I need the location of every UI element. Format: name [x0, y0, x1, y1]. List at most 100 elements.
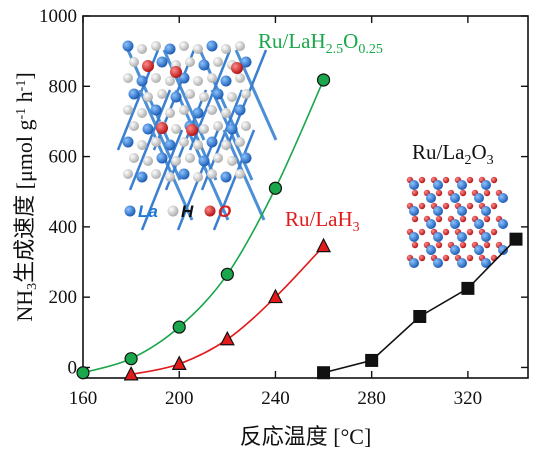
- structure-bond: [162, 49, 206, 141]
- la-atom: [164, 139, 176, 151]
- series-label-part: Ru/LaH: [258, 29, 326, 53]
- la-atom: [433, 258, 443, 268]
- series-label-2: Ru/La2O3: [412, 140, 494, 168]
- h-atom: [235, 137, 245, 147]
- o-atom: [435, 189, 443, 197]
- la-atom: [170, 91, 182, 103]
- data-point-triangle: [267, 288, 283, 304]
- h-atom: [193, 44, 203, 54]
- h-atom: [171, 156, 181, 166]
- h-atom: [179, 41, 189, 51]
- h-atom: [129, 153, 139, 163]
- h-atom: [241, 121, 251, 131]
- legend-marker-o: [204, 205, 216, 217]
- legend-label-h: H: [181, 202, 194, 221]
- o-atom: [142, 60, 154, 72]
- o-atom: [490, 202, 498, 210]
- series-label-part: 3: [487, 153, 494, 168]
- h-atom: [213, 153, 223, 163]
- h-atom: [221, 140, 231, 150]
- o-atom: [411, 241, 419, 249]
- la-atom: [450, 245, 460, 255]
- y-tick-label: 1000: [39, 6, 77, 27]
- x-tick-label: 160: [69, 388, 98, 409]
- o-atom: [435, 215, 443, 223]
- h-atom: [143, 92, 153, 102]
- h-atom: [137, 140, 147, 150]
- series-label-part: O: [343, 29, 358, 53]
- y-axis-title-part: -1: [14, 80, 29, 92]
- o-atom: [418, 202, 426, 210]
- structure-bond: [212, 129, 256, 231]
- y-axis-title-part: ]: [12, 72, 37, 79]
- h-atom: [213, 121, 223, 131]
- h-atom: [221, 108, 231, 118]
- y-tick-label: 600: [49, 147, 78, 168]
- x-tick-label: 240: [261, 388, 290, 409]
- y-axis-title-part: h: [12, 91, 37, 108]
- y-tick-label: 400: [49, 217, 78, 238]
- la-atom: [450, 219, 460, 229]
- x-tick-label: 200: [165, 388, 194, 409]
- la-atom: [206, 40, 218, 52]
- la-atom: [481, 232, 491, 242]
- la-atom: [457, 232, 467, 242]
- h-atom: [199, 124, 209, 134]
- y-tick-label: 800: [49, 76, 78, 97]
- h-atom: [165, 172, 175, 182]
- h-atom: [221, 44, 231, 54]
- o-atom: [490, 176, 498, 184]
- series-line-1: [130, 245, 325, 376]
- series-layer: [76, 73, 523, 381]
- o-atom: [459, 189, 467, 197]
- la-atom: [136, 75, 148, 87]
- h-atom: [179, 105, 189, 115]
- o-atom: [156, 122, 168, 134]
- la-atom: [426, 219, 436, 229]
- la-atom: [234, 104, 246, 116]
- o-atom: [170, 66, 182, 78]
- la-atom: [457, 180, 467, 190]
- la-atom: [122, 136, 134, 148]
- o-atom: [411, 215, 419, 223]
- la-atom: [474, 245, 484, 255]
- data-point-triangle: [123, 365, 139, 381]
- h-atom: [193, 172, 203, 182]
- h-atom: [193, 140, 203, 150]
- x-tick-label: 280: [357, 388, 386, 409]
- data-point-square: [317, 366, 331, 380]
- o-atom: [418, 254, 426, 262]
- h-atom: [241, 89, 251, 99]
- legend-label-o: O: [218, 202, 231, 221]
- series-label-part: 3: [353, 220, 360, 235]
- o-atom: [483, 189, 491, 197]
- la-atom: [150, 104, 162, 116]
- series-label-1: Ru/LaH3: [285, 207, 360, 235]
- la-atom: [457, 258, 467, 268]
- h-atom: [123, 105, 133, 115]
- h-atom: [157, 89, 167, 99]
- legend-marker-h: [167, 205, 179, 217]
- structure-bond: [128, 89, 172, 191]
- h-atom: [129, 121, 139, 131]
- la-atom: [198, 155, 210, 167]
- h-atom: [207, 73, 217, 83]
- data-point-square: [509, 232, 523, 246]
- la-atom: [426, 193, 436, 203]
- series-label-part: O: [472, 140, 487, 164]
- data-point-circle: [76, 366, 90, 380]
- h-atom: [185, 57, 195, 67]
- data-point-square: [365, 353, 379, 367]
- la-atom: [457, 206, 467, 216]
- la-atom: [122, 40, 134, 52]
- h-atom: [235, 41, 245, 51]
- h-atom: [151, 41, 161, 51]
- data-point-circle: [172, 320, 186, 334]
- h-atom: [137, 108, 147, 118]
- la-atom: [220, 75, 232, 87]
- la-atom: [240, 152, 252, 164]
- y-tick-label: 200: [49, 287, 78, 308]
- o-atom: [435, 241, 443, 249]
- h-atom: [185, 89, 195, 99]
